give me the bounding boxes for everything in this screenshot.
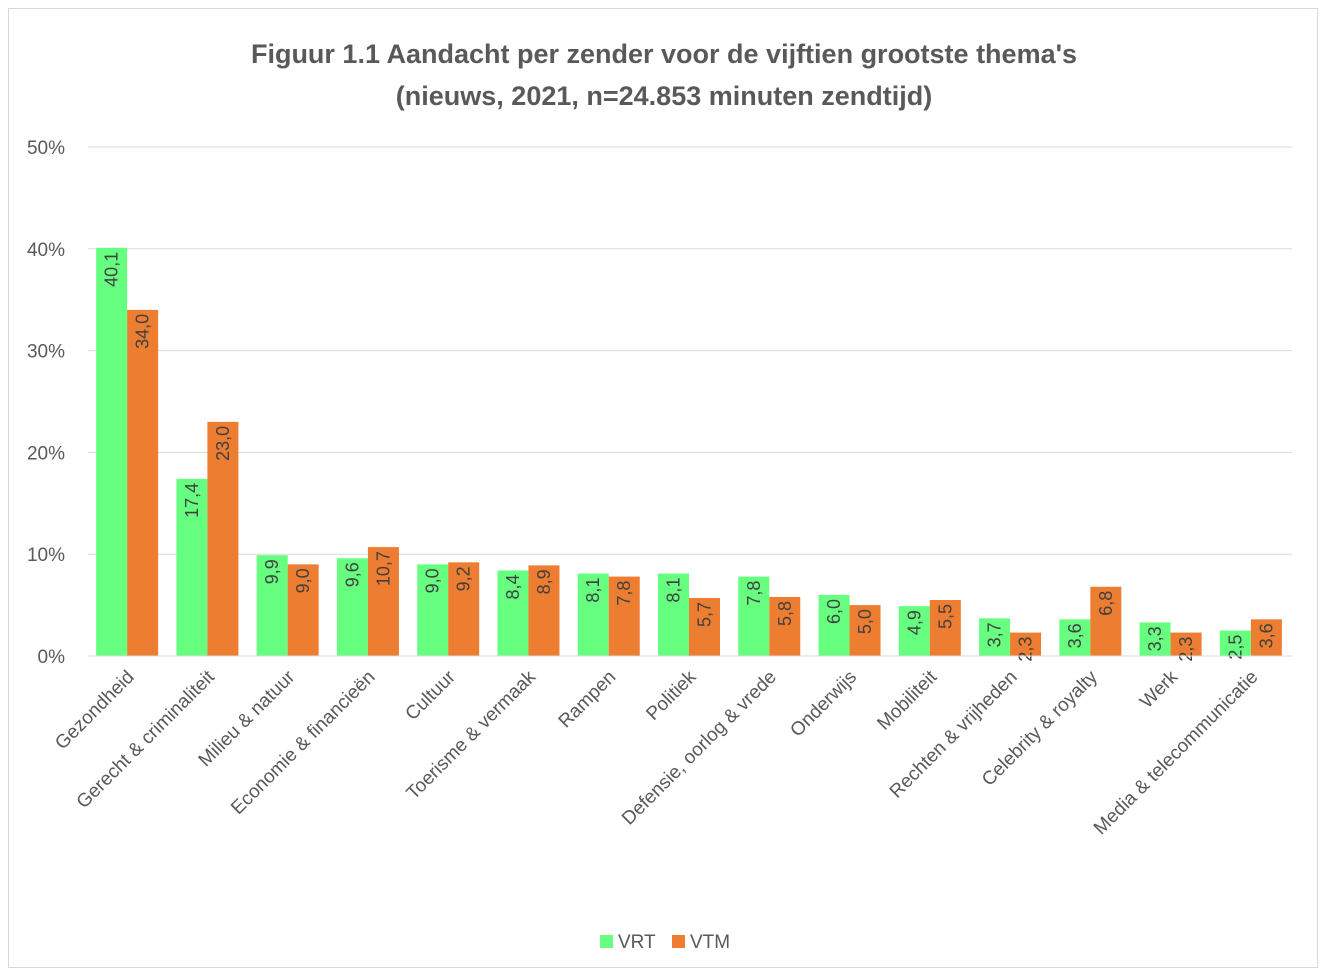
bar-vtm bbox=[769, 596, 801, 656]
data-label-vtm: 8,9 bbox=[534, 569, 554, 594]
bar-vrt bbox=[96, 247, 128, 657]
y-tick-label: 30% bbox=[27, 342, 65, 363]
data-label-vrt: 17,4 bbox=[182, 483, 202, 518]
y-tick-label: 10% bbox=[27, 545, 65, 566]
data-label-vrt: 2,5 bbox=[1225, 635, 1245, 660]
bar-vrt bbox=[176, 478, 208, 656]
legend-swatch-vtm bbox=[672, 935, 685, 948]
bars bbox=[96, 247, 1282, 657]
legend-label-vtm: VTM bbox=[690, 932, 730, 953]
category-label: Media & telecommunicatie bbox=[1090, 667, 1262, 839]
category-label: Gezondheid bbox=[51, 667, 138, 754]
data-label-vtm: 3,6 bbox=[1256, 623, 1276, 648]
bar-vtm bbox=[929, 600, 961, 656]
bar-vrt bbox=[336, 558, 368, 656]
bar-vtm bbox=[689, 597, 720, 656]
bar-vtm bbox=[1250, 619, 1282, 656]
category-label: Rampen bbox=[555, 667, 621, 733]
bar-vtm bbox=[849, 605, 881, 656]
data-label-vrt: 9,9 bbox=[262, 559, 282, 584]
data-label-vtm: 5,8 bbox=[775, 601, 795, 626]
bar-vtm bbox=[1090, 586, 1122, 656]
bar-vtm bbox=[528, 565, 560, 656]
legend-swatch-vrt bbox=[600, 935, 613, 948]
data-label-vtm: 5,7 bbox=[695, 602, 715, 627]
bar-vrt bbox=[256, 555, 288, 656]
bar-vtm bbox=[127, 309, 159, 656]
category-label: Cultuur bbox=[402, 666, 461, 725]
category-label: Gerecht & criminaliteit bbox=[73, 666, 220, 813]
data-label-vrt: 3,6 bbox=[1065, 623, 1085, 648]
bar-vtm bbox=[207, 421, 239, 656]
gridlines bbox=[88, 146, 1292, 555]
bar-vrt bbox=[1219, 630, 1251, 656]
bar-vrt bbox=[898, 606, 930, 656]
bar-vrt bbox=[577, 573, 609, 656]
data-labels: 40,1 34,0 17,4 23,0 9,9 9,0 9,6 10,7 9,0 9,2 8,4 8,… bbox=[102, 252, 1277, 662]
category-label: Onderwijs bbox=[786, 667, 861, 742]
bar-vrt bbox=[417, 564, 449, 656]
data-label-vtm: 7,8 bbox=[614, 581, 634, 606]
y-tick-label: 0% bbox=[38, 647, 66, 668]
bar-vtm bbox=[608, 576, 640, 656]
bar-vrt bbox=[497, 570, 529, 656]
data-label-vrt: 8,4 bbox=[503, 574, 523, 599]
data-label-vrt: 7,8 bbox=[744, 581, 764, 606]
data-label-vtm: 23,0 bbox=[213, 426, 233, 461]
legend-label-vrt: VRT bbox=[618, 932, 656, 953]
data-label-vrt: 40,1 bbox=[102, 252, 122, 287]
data-label-vrt: 8,1 bbox=[583, 578, 603, 603]
legend: VRT VTM bbox=[600, 932, 730, 953]
bar-vrt bbox=[1139, 622, 1171, 656]
bar-vtm bbox=[1170, 632, 1202, 656]
bar-vtm bbox=[1010, 632, 1042, 656]
data-label-vtm: 2,3 bbox=[1176, 637, 1196, 662]
bar-vrt bbox=[1059, 619, 1091, 656]
data-label-vrt: 8,1 bbox=[664, 578, 684, 603]
data-label-vtm: 34,0 bbox=[133, 314, 153, 349]
bar-vrt bbox=[818, 594, 850, 656]
data-label-vrt: 3,7 bbox=[985, 622, 1005, 647]
y-tick-label: 50% bbox=[27, 138, 65, 159]
data-label-vtm: 6,8 bbox=[1096, 591, 1116, 616]
bar-vtm bbox=[287, 564, 319, 656]
bar-vrt bbox=[738, 576, 770, 656]
chart-title-line-1: Figuur 1.1 Aandacht per zender voor de v… bbox=[251, 39, 1077, 69]
data-label-vtm: 10,7 bbox=[373, 551, 393, 586]
category-label: Politiek bbox=[642, 666, 701, 725]
data-label-vrt: 6,0 bbox=[824, 599, 844, 624]
category-label: Werk bbox=[1136, 666, 1182, 712]
data-label-vtm: 5,5 bbox=[935, 604, 955, 629]
category-label: Defensie, oorlog & vrede bbox=[618, 667, 781, 830]
bar-vtm bbox=[367, 547, 399, 656]
category-label: Economie & financieën bbox=[227, 667, 379, 819]
bar-vrt bbox=[658, 573, 689, 656]
data-label-vrt: 4,9 bbox=[904, 610, 924, 635]
data-label-vrt: 9,0 bbox=[423, 568, 443, 593]
data-label-vrt: 9,6 bbox=[342, 562, 362, 587]
data-label-vtm: 9,0 bbox=[293, 568, 313, 593]
chart-title-line-2: (nieuws, 2021, n=24.853 minuten zendtijd… bbox=[396, 81, 932, 111]
data-label-vrt: 3,3 bbox=[1145, 626, 1165, 651]
data-label-vtm: 5,0 bbox=[855, 609, 875, 634]
y-tick-label: 40% bbox=[27, 240, 65, 261]
data-label-vtm: 2,3 bbox=[1016, 637, 1036, 662]
y-axis-tick-labels: 0% 10% 20% 30% 40% 50% bbox=[27, 138, 65, 668]
category-label: Mobiliteit bbox=[873, 666, 941, 734]
y-tick-label: 20% bbox=[27, 443, 65, 464]
bar-vrt bbox=[979, 618, 1011, 656]
bar-vtm bbox=[448, 562, 480, 656]
data-label-vtm: 9,2 bbox=[454, 566, 474, 591]
